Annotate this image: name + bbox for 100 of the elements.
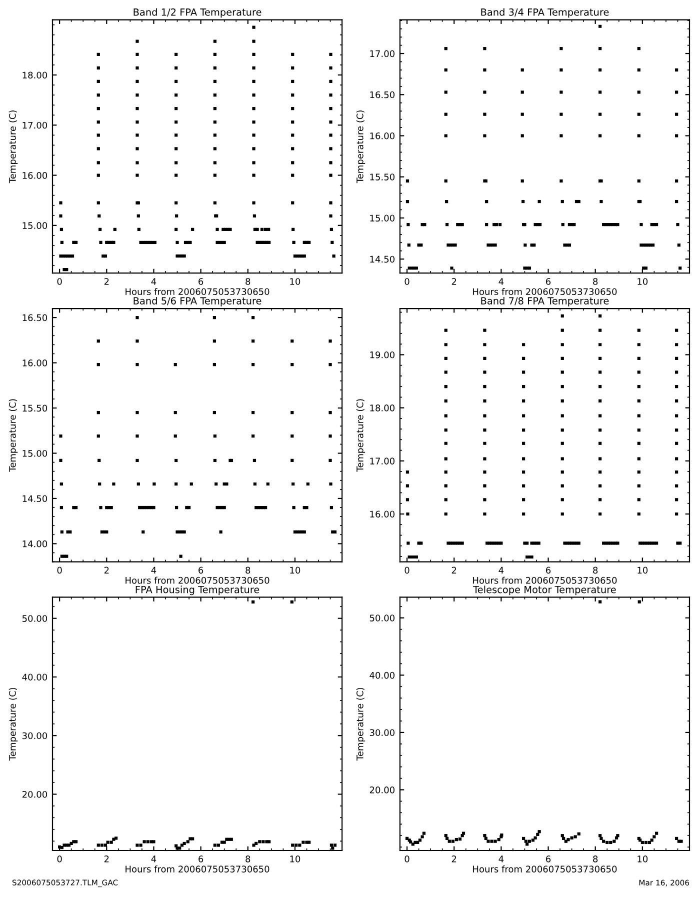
point — [146, 840, 150, 844]
y-tick-label: 50.00 — [22, 615, 48, 622]
point — [252, 600, 255, 604]
y-tick-label: 16.00 — [22, 172, 48, 179]
point — [72, 840, 76, 844]
x-tick-label: 10 — [638, 278, 648, 285]
point — [67, 844, 71, 847]
chart-title: Telescope Motor Temperature — [473, 586, 616, 596]
x-tick-label: 0 — [404, 566, 410, 574]
point — [222, 840, 226, 844]
y-tick-label: 17.00 — [370, 50, 394, 58]
x-tick-label: 4 — [151, 566, 156, 574]
x-tick-label: 6 — [546, 566, 551, 574]
point — [182, 842, 186, 846]
x-axis-title: Hours from 2006075053730650 — [126, 865, 270, 872]
x-tick-label: 2 — [452, 856, 456, 862]
point — [114, 836, 118, 840]
y-tick-label: 16.50 — [22, 314, 48, 322]
point — [139, 844, 142, 847]
point — [142, 840, 146, 844]
x-axis-title: Hours from 2006075053730650 — [126, 576, 270, 584]
y-tick-label: 14.50 — [370, 256, 394, 263]
point — [186, 840, 190, 844]
x-tick-label: 0 — [404, 278, 410, 285]
y-tick-label: 50.00 — [370, 614, 394, 622]
point — [291, 844, 294, 847]
point — [110, 840, 113, 844]
chart-title: FPA Housing Temperature — [136, 586, 260, 596]
y-tick-label: 15.00 — [370, 214, 394, 222]
y-tick-label: 15.00 — [22, 450, 48, 457]
x-tick-label: 0 — [57, 566, 62, 574]
point — [178, 846, 182, 850]
y-axis-title: Temperature (C) — [356, 110, 366, 184]
x-tick-label: 6 — [198, 856, 204, 862]
x-tick-label: 6 — [546, 278, 551, 285]
x-tick-label: 2 — [104, 856, 109, 862]
x-axis-title: Hours from 2006075053730650 — [473, 576, 617, 584]
point — [333, 844, 337, 847]
chart-title: Band 5/6 FPA Temperature — [134, 296, 262, 306]
point — [104, 844, 108, 847]
x-tick-label: 4 — [498, 856, 504, 862]
point — [262, 840, 265, 844]
y-tick-label: 16.00 — [22, 360, 48, 366]
x-tick-label: 10 — [290, 278, 300, 285]
y-axis-title: Temperature (C) — [8, 110, 18, 184]
x-tick-label: 6 — [198, 278, 204, 285]
x-tick-label: 8 — [593, 278, 598, 285]
point — [74, 840, 78, 844]
y-tick-label: 30.00 — [370, 729, 394, 736]
point — [308, 840, 311, 844]
y-tick-label: 15.50 — [370, 174, 394, 180]
point — [220, 840, 224, 844]
x-tick-label: 0 — [57, 278, 62, 285]
point — [96, 844, 100, 847]
point — [290, 600, 294, 604]
y-tick-label: 15.00 — [22, 222, 48, 229]
y-tick-label: 17.00 — [370, 458, 394, 464]
y-tick-label: 40.00 — [22, 674, 48, 681]
point — [100, 844, 104, 847]
point — [305, 840, 308, 844]
x-tick-label: 4 — [498, 278, 504, 285]
point — [254, 842, 258, 846]
point — [180, 844, 184, 847]
point — [330, 844, 334, 847]
x-tick-label: 0 — [404, 856, 410, 862]
x-axis-title: Hours from 2006075053730650 — [473, 288, 617, 296]
y-axis-title: Temperature (C) — [356, 399, 366, 472]
chart-title: Band 1/2 FPA Temperature — [134, 8, 262, 18]
x-tick-label: 4 — [151, 278, 156, 285]
x-tick-label: 6 — [546, 856, 551, 862]
y-tick-label: 18.00 — [370, 404, 394, 412]
chart-title: Band 7/8 FPA Temperature — [481, 296, 609, 306]
point — [213, 844, 216, 847]
x-tick-label: 2 — [452, 278, 456, 285]
point — [331, 846, 334, 850]
y-tick-label: 16.00 — [370, 510, 394, 518]
y-tick-label: 14.50 — [22, 495, 48, 502]
x-tick-label: 8 — [246, 856, 250, 862]
y-tick-label: 16.50 — [370, 91, 394, 98]
y-tick-label: 40.00 — [370, 672, 394, 679]
x-tick-label: 2 — [104, 566, 109, 574]
point — [268, 840, 271, 844]
x-tick-label: 6 — [198, 566, 204, 574]
x-tick-label: 8 — [246, 566, 250, 574]
point — [216, 844, 220, 847]
point — [65, 844, 68, 847]
point — [106, 840, 110, 844]
x-tick-label: 4 — [498, 566, 504, 574]
y-tick-label: 20.00 — [22, 790, 48, 798]
y-tick-label: 16.00 — [370, 132, 394, 140]
y-tick-label: 30.00 — [22, 732, 48, 740]
x-axis-title: Hours from 2006075053730650 — [473, 865, 617, 872]
x-tick-label: 10 — [638, 566, 648, 574]
point — [294, 844, 298, 847]
point — [298, 844, 302, 847]
point — [152, 840, 156, 844]
point — [258, 840, 262, 844]
x-tick-label: 2 — [104, 278, 109, 285]
x-tick-label: 8 — [593, 856, 598, 862]
y-tick-label: 20.00 — [370, 786, 394, 794]
